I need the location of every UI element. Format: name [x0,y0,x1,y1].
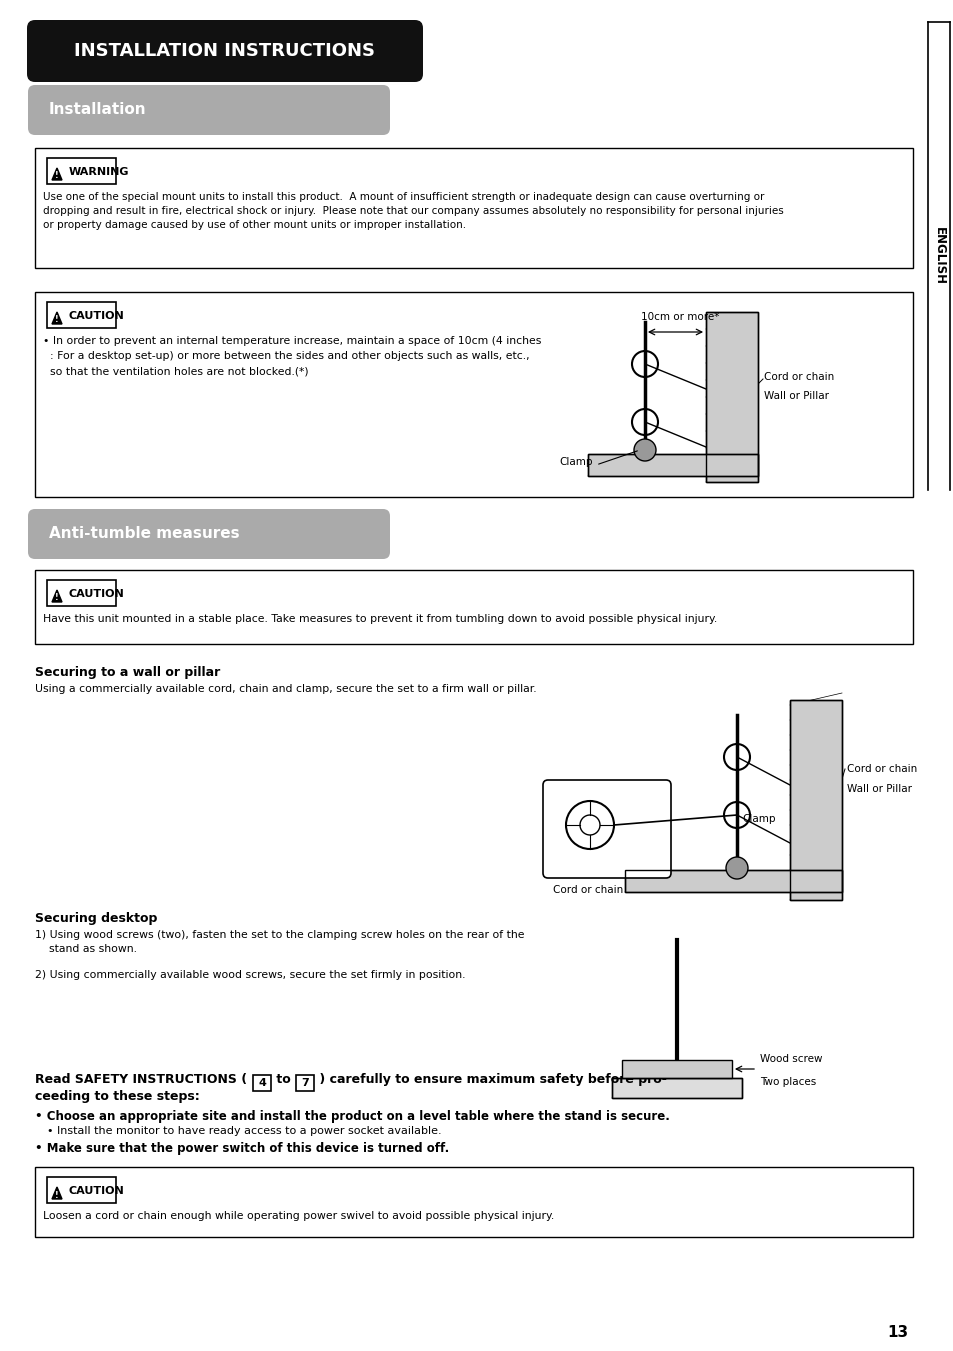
Text: • Install the monitor to have ready access to a power socket available.: • Install the monitor to have ready acce… [40,1125,441,1136]
Text: !: ! [55,1190,59,1200]
Bar [47,158,116,184]
Text: CAUTION: CAUTION [69,311,125,322]
Text: Loosen a cord or chain enough while operating power swivel to avoid possible phy: Loosen a cord or chain enough while oper… [43,1210,554,1221]
Text: Installation: Installation [49,103,147,118]
Text: CAUTION: CAUTION [69,1186,125,1196]
Polygon shape [52,590,62,603]
Bar [35,1167,912,1238]
Text: • Choose an appropriate site and install the product on a level table where the : • Choose an appropriate site and install… [35,1111,669,1123]
Bar [789,700,841,900]
Text: Clamp: Clamp [741,815,775,824]
Text: to: to [272,1073,294,1086]
Text: dropping and result in fire, electrical shock or injury.  Please note that our c: dropping and result in fire, electrical … [43,205,783,216]
Text: 1) Using wood screws (two), fasten the set to the clamping screw holes on the re: 1) Using wood screws (two), fasten the s… [35,929,524,940]
Text: Using a commercially available cord, chain and clamp, secure the set to a firm w: Using a commercially available cord, cha… [35,684,536,694]
Polygon shape [52,168,62,180]
Bar [295,1075,314,1092]
Text: : For a desktop set-up) or more between the sides and other objects such as wall: : For a desktop set-up) or more between … [43,351,529,361]
Text: Cord or chain: Cord or chain [763,372,833,382]
Text: !: ! [55,172,59,181]
Text: or property damage caused by use of other mount units or improper installation.: or property damage caused by use of othe… [43,220,466,230]
Text: Use one of the special mount units to install this product.  A mount of insuffic: Use one of the special mount units to in… [43,192,763,203]
Text: ENGLISH: ENGLISH [931,227,944,285]
Text: Cord or chain: Cord or chain [846,765,916,774]
Bar [587,454,758,476]
Text: stand as shown.: stand as shown. [35,944,137,954]
Text: Securing to a wall or pillar: Securing to a wall or pillar [35,666,220,680]
Text: so that the ventilation holes are not blocked.(*): so that the ventilation holes are not bl… [43,366,309,376]
Text: • In order to prevent an internal temperature increase, maintain a space of 10cm: • In order to prevent an internal temper… [43,336,540,346]
FancyBboxPatch shape [28,509,390,559]
Bar [612,1078,741,1098]
Text: Wall or Pillar: Wall or Pillar [763,390,828,401]
Polygon shape [52,312,62,324]
FancyBboxPatch shape [28,85,390,135]
Bar [47,1177,116,1202]
Text: 13: 13 [886,1325,907,1340]
Text: !: ! [55,316,59,324]
Bar [35,570,912,644]
Text: ) carefully to ensure maximum safety before pro-: ) carefully to ensure maximum safety bef… [314,1073,666,1086]
Bar [705,312,758,482]
Text: • Make sure that the power switch of this device is turned off.: • Make sure that the power switch of thi… [35,1142,449,1155]
Text: Cord or chain: Cord or chain [553,885,622,894]
Circle shape [725,857,747,880]
Bar [47,580,116,607]
FancyBboxPatch shape [27,20,422,82]
Text: ceeding to these steps:: ceeding to these steps: [35,1090,199,1102]
Text: Have this unit mounted in a stable place. Take measures to prevent it from tumbl: Have this unit mounted in a stable place… [43,613,717,624]
Text: Wood screw: Wood screw [760,1054,821,1065]
Text: 2) Using commercially available wood screws, secure the set firmly in position.: 2) Using commercially available wood scr… [35,970,465,979]
Text: CAUTION: CAUTION [69,589,125,598]
Text: Clamp: Clamp [558,457,593,467]
Text: INSTALLATION INSTRUCTIONS: INSTALLATION INSTRUCTIONS [74,42,375,59]
Text: !: ! [55,593,59,603]
Bar [624,870,841,892]
Bar [621,1061,731,1078]
Text: Securing desktop: Securing desktop [35,912,157,925]
Circle shape [634,439,656,461]
Bar [789,700,841,900]
Text: Wall or Pillar: Wall or Pillar [846,784,911,794]
Text: Anti-tumble measures: Anti-tumble measures [49,527,239,542]
Bar [705,312,758,482]
Bar [35,292,912,497]
Polygon shape [52,1188,62,1198]
Text: WARNING: WARNING [69,168,130,177]
Bar [612,1078,741,1098]
Bar [587,454,758,476]
Bar [35,149,912,267]
Bar [624,870,841,892]
Text: 10cm or more*: 10cm or more* [640,312,719,322]
Text: Read SAFETY INSTRUCTIONS (: Read SAFETY INSTRUCTIONS ( [35,1073,252,1086]
Text: 4: 4 [258,1078,266,1088]
Bar [47,303,116,328]
Bar [253,1075,271,1092]
Text: 7: 7 [301,1078,309,1088]
Text: Hook: Hook [623,861,650,871]
Text: Two places: Two places [760,1077,816,1088]
FancyBboxPatch shape [542,780,670,878]
